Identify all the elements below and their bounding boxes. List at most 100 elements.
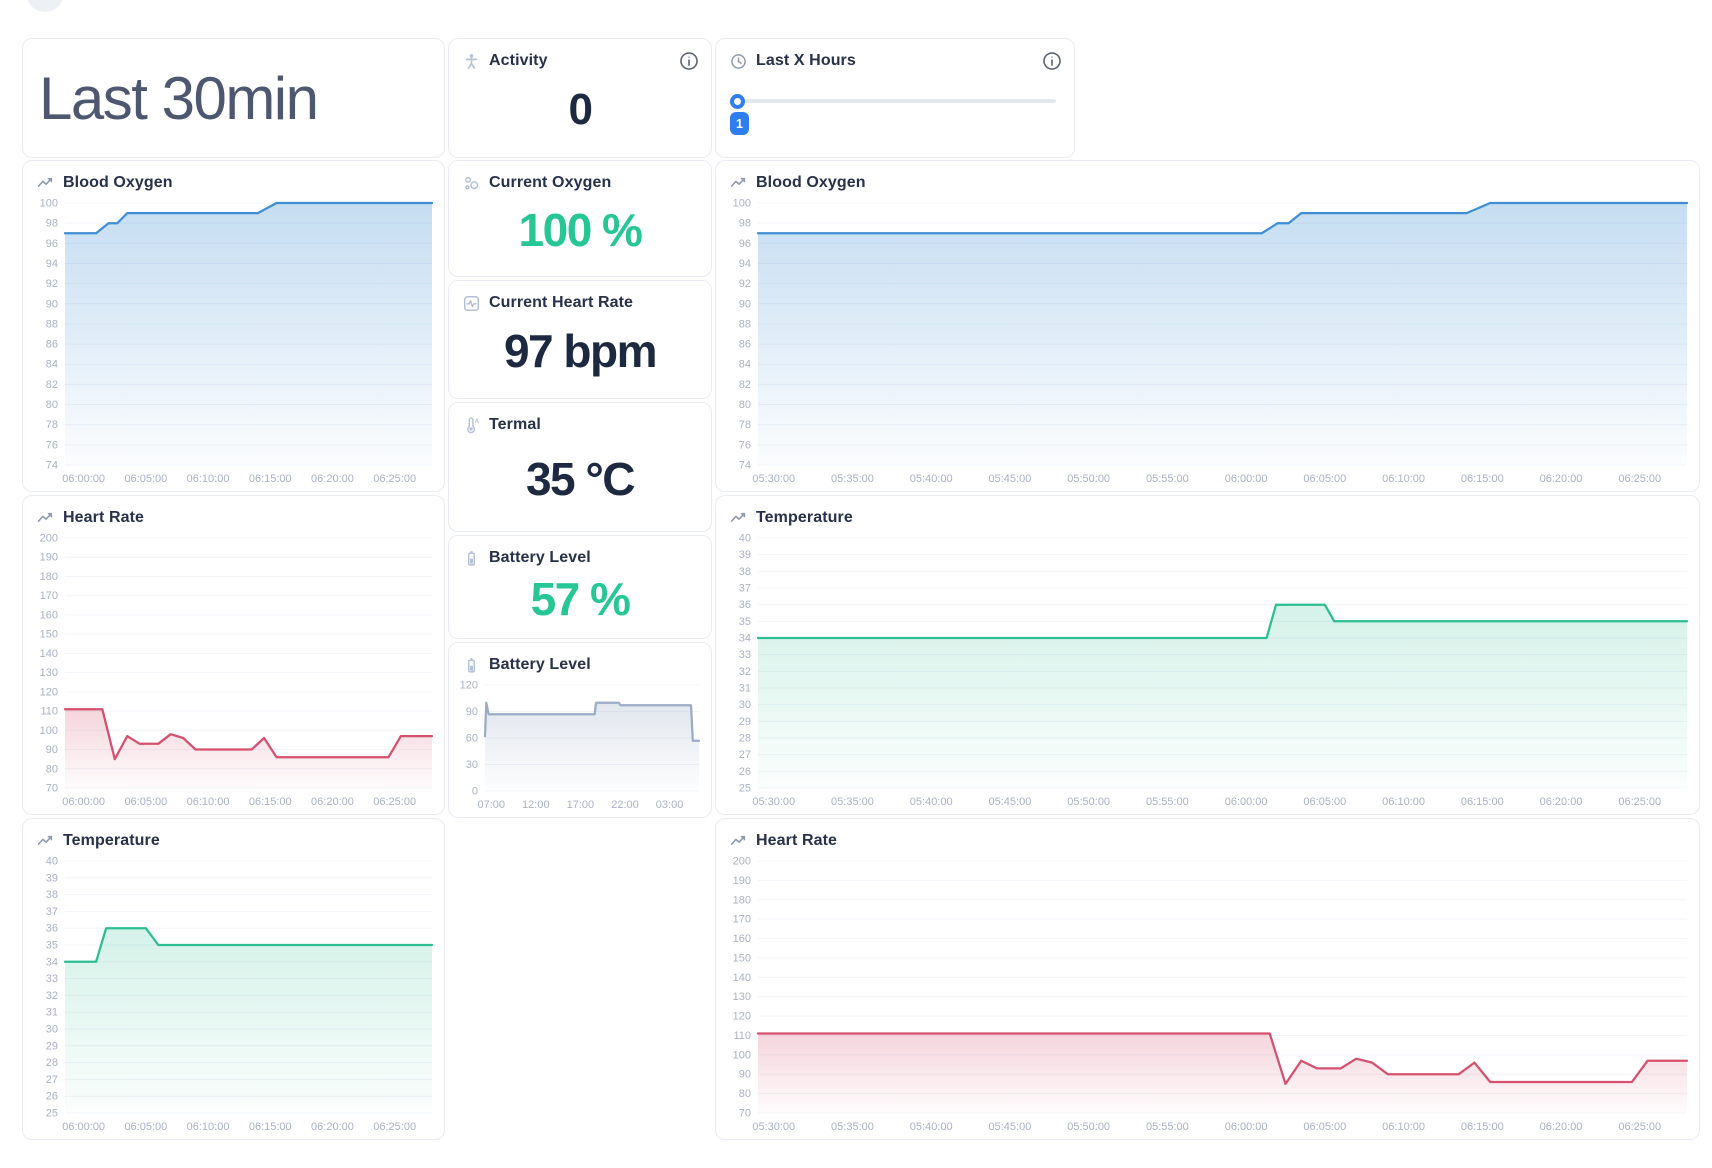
- svg-text:38: 38: [739, 566, 751, 578]
- trend-line-icon: [37, 833, 54, 850]
- termal-card: A Termal 35 °C: [448, 402, 712, 532]
- svg-text:110: 110: [733, 1030, 751, 1042]
- trend-line-icon: [730, 833, 747, 850]
- svg-text:40: 40: [46, 856, 58, 868]
- svg-text:190: 190: [733, 875, 751, 887]
- svg-text:06:15:00: 06:15:00: [1461, 1121, 1504, 1133]
- svg-text:130: 130: [733, 991, 751, 1003]
- svg-text:92: 92: [46, 278, 58, 290]
- svg-text:35: 35: [739, 616, 751, 628]
- svg-text:160: 160: [733, 933, 751, 945]
- svg-text:06:10:00: 06:10:00: [1382, 473, 1425, 485]
- svg-text:06:25:00: 06:25:00: [373, 473, 416, 485]
- info-icon[interactable]: [1042, 51, 1062, 71]
- svg-text:31: 31: [739, 683, 751, 695]
- svg-text:06:20:00: 06:20:00: [1540, 1121, 1583, 1133]
- svg-text:05:50:00: 05:50:00: [1067, 1121, 1110, 1133]
- svg-text:06:10:00: 06:10:00: [187, 1121, 230, 1133]
- current-oxygen-card: Current Oxygen 100 %: [448, 160, 712, 277]
- svg-text:12:00: 12:00: [522, 799, 550, 811]
- chart-title: Blood Oxygen: [63, 174, 173, 191]
- svg-text:88: 88: [739, 318, 751, 330]
- svg-text:84: 84: [46, 359, 58, 371]
- temperature-xhours-card: Temperature 25 26 27 28 29 30 31 32 33 34 35 36 37 38…: [715, 495, 1700, 815]
- svg-text:06:05:00: 06:05:00: [124, 473, 167, 485]
- svg-text:06:20:00: 06:20:00: [311, 1121, 354, 1133]
- temperature-30min-card: Temperature 25 26 27 28 29 30 31 32 33 34 35 36 37 38…: [22, 818, 445, 1140]
- last-x-hours-label: Last X Hours: [756, 52, 856, 69]
- svg-text:190: 190: [40, 552, 58, 564]
- svg-text:05:40:00: 05:40:00: [910, 1121, 953, 1133]
- temperature-xhours-plot: 25 26 27 28 29 30 31 32 33 34 35 36 37 38 39 40 05:30:00…: [718, 531, 1697, 812]
- svg-text:06:20:00: 06:20:00: [311, 796, 354, 808]
- svg-text:06:25:00: 06:25:00: [1618, 473, 1661, 485]
- svg-text:05:50:00: 05:50:00: [1067, 473, 1110, 485]
- svg-text:90: 90: [46, 744, 58, 756]
- svg-text:06:05:00: 06:05:00: [124, 1121, 167, 1133]
- svg-text:06:00:00: 06:00:00: [62, 1121, 105, 1133]
- svg-text:78: 78: [739, 419, 751, 431]
- svg-text:170: 170: [40, 590, 58, 602]
- stat-label: Current Oxygen: [489, 174, 612, 191]
- svg-text:06:00:00: 06:00:00: [1225, 1121, 1268, 1133]
- svg-text:150: 150: [733, 952, 751, 964]
- svg-text:100: 100: [733, 198, 751, 210]
- activity-card: Activity 0: [448, 38, 712, 158]
- blood-oxygen-xhours-card: Blood Oxygen 74 76 78 80 82 84 86 88 90 92 94 96 98 1…: [715, 160, 1700, 492]
- chart-title: Temperature: [63, 832, 160, 849]
- svg-text:A: A: [475, 418, 480, 424]
- svg-text:80: 80: [739, 1088, 751, 1100]
- period-title-card: Last 30min: [22, 38, 445, 158]
- slider-track[interactable]: 1: [730, 93, 1056, 135]
- svg-text:35: 35: [46, 940, 58, 952]
- person-icon: [463, 53, 480, 70]
- svg-text:06:20:00: 06:20:00: [311, 473, 354, 485]
- stat-label: Battery Level: [489, 549, 591, 566]
- svg-text:22:00: 22:00: [611, 799, 639, 811]
- svg-text:27: 27: [46, 1074, 58, 1086]
- blood-oxygen-xhours-plot: 74 76 78 80 82 84 86 88 90 92 94 96 98 100 05:30:00 05:…: [718, 196, 1697, 489]
- svg-text:150: 150: [40, 629, 58, 641]
- avatar-placeholder: [26, 0, 64, 12]
- svg-text:33: 33: [739, 649, 751, 661]
- svg-text:25: 25: [739, 783, 751, 795]
- heart-rate-xhours-card: Heart Rate 70 80 90 100 110 120 130 140 150 160 17…: [715, 818, 1700, 1140]
- svg-text:37: 37: [46, 906, 58, 918]
- svg-text:110: 110: [40, 706, 58, 718]
- hours-slider: 1: [730, 93, 1056, 139]
- svg-text:70: 70: [739, 1108, 751, 1120]
- svg-text:180: 180: [733, 894, 751, 906]
- svg-text:76: 76: [46, 439, 58, 451]
- info-icon[interactable]: [679, 51, 699, 71]
- svg-text:140: 140: [40, 648, 58, 660]
- svg-text:80: 80: [46, 399, 58, 411]
- svg-text:38: 38: [46, 889, 58, 901]
- svg-text:06:10:00: 06:10:00: [187, 796, 230, 808]
- slider-handle[interactable]: [730, 93, 745, 109]
- stat-label: Current Heart Rate: [489, 294, 634, 311]
- svg-text:05:30:00: 05:30:00: [752, 1121, 795, 1133]
- svg-text:05:50:00: 05:50:00: [1067, 796, 1110, 808]
- slider-value-badge: 1: [730, 112, 749, 135]
- svg-text:36: 36: [46, 923, 58, 935]
- svg-text:06:10:00: 06:10:00: [187, 473, 230, 485]
- svg-text:06:00:00: 06:00:00: [1225, 796, 1268, 808]
- svg-text:36: 36: [739, 599, 751, 611]
- svg-text:06:10:00: 06:10:00: [1382, 1121, 1425, 1133]
- svg-text:30: 30: [46, 1024, 58, 1036]
- svg-text:06:00:00: 06:00:00: [62, 473, 105, 485]
- battery-history-plot: 0 30 60 90 120 07:00 12:00 17:00 22:00 03:00: [451, 678, 709, 815]
- svg-text:32: 32: [739, 666, 751, 678]
- thermometer-icon: A: [463, 416, 480, 434]
- svg-text:94: 94: [46, 258, 58, 270]
- svg-text:06:15:00: 06:15:00: [1461, 473, 1504, 485]
- clock-icon: [730, 53, 747, 70]
- heart-rate-xhours-plot: 70 80 90 100 110 120 130 140 150 160 170 180 190 200 0…: [718, 854, 1697, 1137]
- svg-text:100: 100: [733, 1049, 751, 1061]
- chart-title: Heart Rate: [756, 832, 838, 849]
- svg-text:120: 120: [460, 680, 478, 692]
- svg-text:06:20:00: 06:20:00: [1540, 796, 1583, 808]
- svg-text:140: 140: [733, 972, 751, 984]
- svg-text:74: 74: [46, 460, 58, 472]
- svg-text:05:40:00: 05:40:00: [910, 473, 953, 485]
